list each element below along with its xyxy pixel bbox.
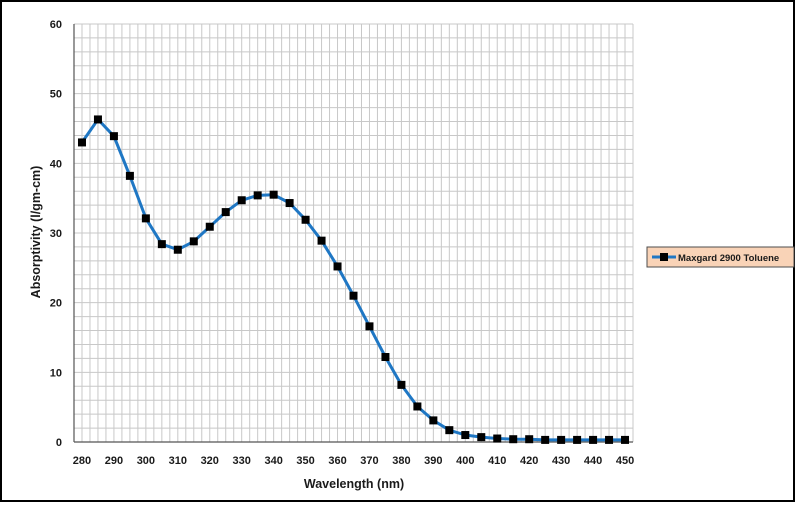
data-point-marker bbox=[557, 435, 566, 444]
x-tick-label: 280 bbox=[73, 455, 91, 467]
legend-box bbox=[646, 246, 795, 268]
data-point-marker bbox=[109, 132, 118, 141]
data-point-marker bbox=[461, 431, 470, 440]
y-tick-label: 30 bbox=[50, 228, 62, 240]
tick-labels: 280 290 300 310 320 330 340 350 360 370 380 390 400 4… bbox=[50, 19, 634, 467]
x-tick-label: 370 bbox=[360, 455, 378, 467]
legend: Maxgard 2900 Toluene bbox=[646, 246, 795, 268]
y-tick-label: 50 bbox=[50, 89, 62, 101]
x-tick-label: 390 bbox=[424, 455, 442, 467]
data-point-marker bbox=[541, 435, 550, 444]
data-point-marker bbox=[605, 435, 614, 444]
x-tick-label: 320 bbox=[201, 455, 219, 467]
data-point-marker bbox=[589, 435, 598, 444]
data-point-marker bbox=[189, 237, 198, 246]
data-point-marker bbox=[381, 353, 390, 362]
x-tick-label: 420 bbox=[520, 455, 538, 467]
data-point-marker bbox=[221, 208, 230, 217]
y-tick-label: 10 bbox=[50, 367, 62, 379]
legend-marker-swatch bbox=[660, 253, 668, 261]
data-point-marker bbox=[525, 435, 534, 444]
data-point-marker bbox=[301, 215, 310, 224]
data-point-marker bbox=[397, 380, 406, 389]
grid bbox=[73, 23, 634, 443]
data-point-marker bbox=[125, 171, 134, 180]
x-tick-label: 310 bbox=[169, 455, 187, 467]
x-tick-label: 380 bbox=[392, 455, 410, 467]
legend-label: Maxgard 2900 Toluene bbox=[678, 253, 779, 264]
data-point-marker bbox=[269, 190, 278, 199]
series-layer bbox=[77, 115, 630, 444]
data-point-marker bbox=[365, 322, 374, 331]
data-point-marker bbox=[477, 433, 486, 442]
data-point-marker bbox=[173, 245, 182, 254]
data-point-marker bbox=[93, 115, 102, 124]
y-tick-label: 0 bbox=[56, 437, 62, 449]
data-point-marker bbox=[285, 199, 294, 208]
data-point-marker bbox=[429, 416, 438, 425]
x-tick-label: 430 bbox=[552, 455, 570, 467]
y-tick-label: 20 bbox=[50, 298, 62, 310]
data-point-marker bbox=[413, 402, 422, 411]
data-point-marker bbox=[77, 138, 86, 147]
data-point-marker bbox=[141, 214, 150, 223]
data-point-marker bbox=[333, 262, 342, 271]
x-tick-label: 290 bbox=[105, 455, 123, 467]
data-point-marker bbox=[317, 236, 326, 245]
axes bbox=[73, 24, 633, 443]
data-point-marker bbox=[509, 435, 518, 444]
data-point-marker bbox=[573, 435, 582, 444]
y-axis-title: Absorptivity (l/gm-cm) bbox=[29, 166, 43, 299]
data-point-marker bbox=[445, 426, 454, 435]
x-tick-label: 410 bbox=[488, 455, 506, 467]
x-tick-label: 340 bbox=[264, 455, 282, 467]
x-axis-title: Wavelength (nm) bbox=[304, 477, 404, 491]
data-point-marker bbox=[493, 434, 502, 443]
x-tick-label: 350 bbox=[296, 455, 314, 467]
y-tick-label: 60 bbox=[50, 19, 62, 31]
data-point-marker bbox=[237, 196, 246, 205]
x-tick-label: 400 bbox=[456, 455, 474, 467]
data-point-marker bbox=[349, 291, 358, 300]
data-point-marker bbox=[621, 435, 630, 444]
x-tick-label: 300 bbox=[137, 455, 155, 467]
x-tick-label: 360 bbox=[328, 455, 346, 467]
y-tick-label: 40 bbox=[50, 158, 62, 170]
x-tick-label: 440 bbox=[584, 455, 602, 467]
data-point-marker bbox=[157, 240, 166, 249]
data-point-marker bbox=[205, 222, 214, 231]
x-tick-label: 330 bbox=[233, 455, 251, 467]
x-tick-label: 450 bbox=[616, 455, 634, 467]
data-point-marker bbox=[253, 191, 262, 200]
